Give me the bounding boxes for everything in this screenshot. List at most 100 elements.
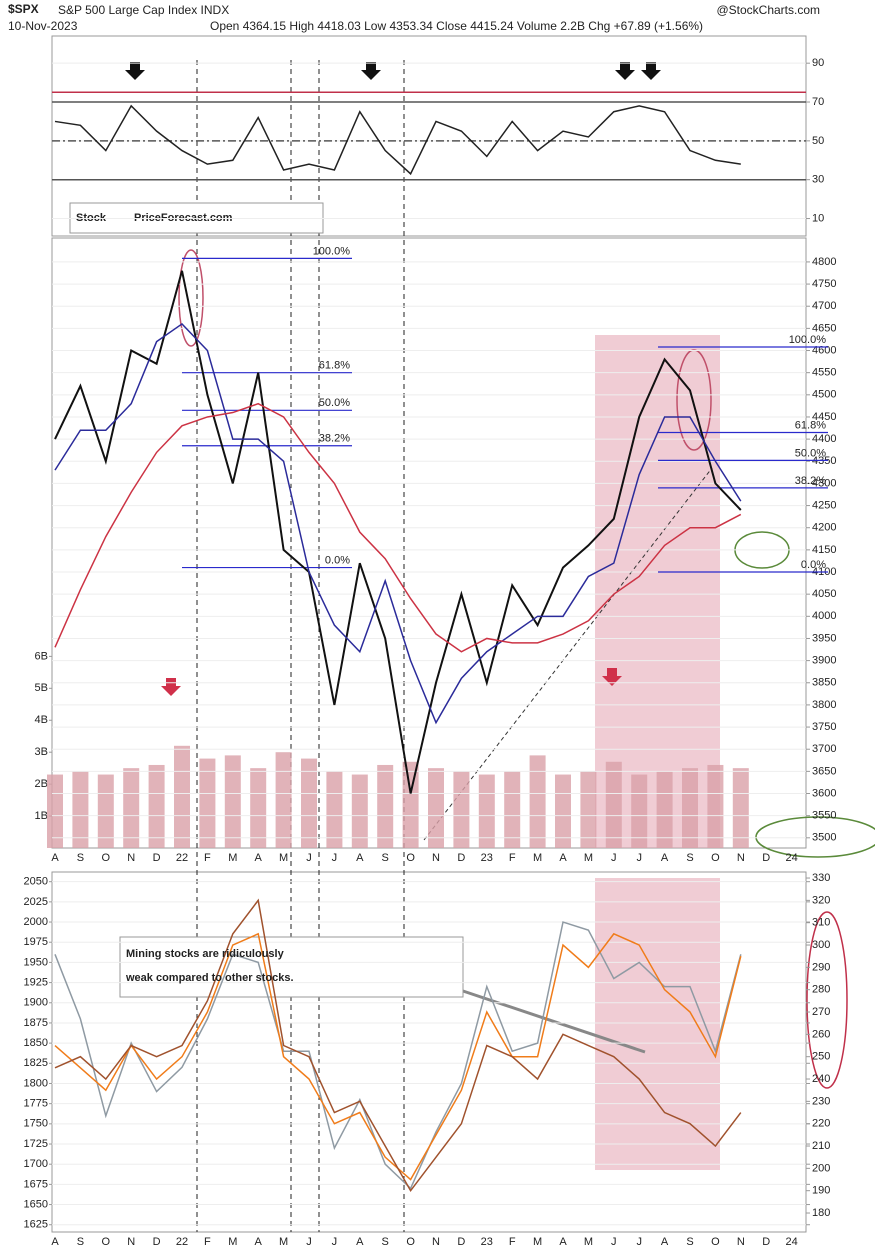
- volume-bar: [402, 761, 419, 848]
- x-tick-label: S: [77, 1236, 84, 1248]
- volume-bar: [529, 755, 546, 848]
- x-tick-label: A: [51, 1236, 59, 1248]
- x-tick-label: O: [406, 852, 415, 864]
- y-tick-label: 4B: [35, 714, 48, 726]
- x-tick-label: M: [279, 852, 288, 864]
- volume-bar: [656, 771, 673, 848]
- x-tick-label: N: [737, 852, 745, 864]
- volume-bar: [275, 752, 292, 848]
- x-tick-label: 22: [176, 1236, 188, 1248]
- volume-bar: [174, 745, 190, 848]
- x-tick-label: F: [204, 1236, 211, 1248]
- x-tick-label: N: [127, 1236, 135, 1248]
- y-tick-label: 3800: [812, 699, 836, 711]
- logo-part: PriceForecast.com: [134, 212, 233, 224]
- y-tick-label: 5B: [35, 682, 48, 694]
- y-tick-label: 2025: [24, 896, 48, 908]
- x-tick-label: J: [306, 852, 312, 864]
- y-tick-label: 3650: [812, 765, 836, 777]
- vertical-markers: [196, 60, 405, 1232]
- x-tick-label: D: [762, 852, 770, 864]
- x-tick-label: O: [406, 1236, 415, 1248]
- x-tick-label: M: [228, 1236, 237, 1248]
- volume-bar: [123, 768, 140, 848]
- x-tick-label: A: [51, 852, 59, 864]
- y-tick-label: 1775: [24, 1098, 48, 1110]
- x-tick-label: D: [762, 1236, 770, 1248]
- logo-part: Stock: [76, 212, 107, 224]
- y-tick-label: 4450: [812, 411, 836, 423]
- volume-bar: [555, 774, 571, 848]
- y-tick-label: 90: [812, 57, 824, 69]
- y-tick-label: 320: [812, 894, 830, 906]
- y-tick-label: 1875: [24, 1017, 48, 1029]
- volume-bar: [351, 774, 368, 848]
- volume-bar: [504, 771, 521, 848]
- x-tick-label: F: [204, 852, 211, 864]
- x-tick-label: S: [77, 852, 84, 864]
- y-tick-label: 4550: [812, 367, 836, 379]
- x-tick-label: 23: [481, 852, 493, 864]
- y-tick-label: 1725: [24, 1138, 48, 1150]
- volume-bar: [72, 771, 89, 848]
- x-tick-label: J: [636, 852, 642, 864]
- fib-label: 61.8%: [319, 360, 350, 372]
- y-tick-label: 220: [812, 1118, 830, 1130]
- y-tick-label: 210: [812, 1140, 830, 1152]
- y-tick-label: 1825: [24, 1057, 48, 1069]
- y-tick-label: 4000: [812, 610, 836, 622]
- y-tick-label: 3950: [812, 632, 836, 644]
- x-tick-label: 24: [785, 1236, 797, 1248]
- x-tick-label: D: [457, 852, 465, 864]
- y-tick-label: 3500: [812, 832, 836, 844]
- arrows: [125, 62, 661, 80]
- volume-bar: [224, 755, 241, 848]
- y-tick-label: 3B: [35, 746, 48, 758]
- y-tick-label: 300: [812, 939, 830, 951]
- x-tick-label: A: [559, 1236, 567, 1248]
- y-tick-label: 2B: [35, 778, 48, 790]
- volume-bar: [453, 771, 470, 848]
- rsi-frame: [51, 35, 807, 237]
- y-tick-label: 1900: [24, 997, 48, 1009]
- highlight: [595, 878, 720, 1170]
- x-tick-label: M: [584, 852, 593, 864]
- y-tick-label: 1850: [24, 1037, 48, 1049]
- x-tick-label: A: [559, 852, 567, 864]
- x-tick-label: A: [356, 1236, 364, 1248]
- x-tick-label: A: [356, 852, 364, 864]
- x-tick-label: N: [127, 852, 135, 864]
- volume-bar: [682, 768, 698, 848]
- ratio-frame: [51, 871, 807, 1233]
- y-tick-label: 260: [812, 1028, 830, 1040]
- fib-label: 100.0%: [313, 245, 351, 257]
- volume-bar: [97, 774, 114, 848]
- series-line: [54, 402, 742, 653]
- quote: Open 4364.15 High 4418.03 Low 4353.34 Cl…: [210, 19, 703, 33]
- x-tick-label: J: [636, 1236, 642, 1248]
- series-line: [54, 104, 741, 176]
- x-tick-label: M: [584, 1236, 593, 1248]
- y-tick-label: 70: [812, 96, 824, 108]
- logo-box: [69, 202, 324, 234]
- y-tick-label: 4250: [812, 499, 836, 511]
- volume-bar: [377, 764, 394, 848]
- x-tick-label: N: [432, 1236, 440, 1248]
- x-tick-label: S: [382, 1236, 389, 1248]
- volume-bar: [631, 774, 648, 848]
- volume-bar: [199, 758, 216, 848]
- volume-bar: [148, 764, 165, 848]
- volume-bar: [707, 764, 724, 848]
- fib-label: 50.0%: [795, 447, 826, 459]
- x-tick-label: A: [661, 1236, 669, 1248]
- y-tick-label: 4050: [812, 588, 836, 600]
- y-tick-label: 230: [812, 1095, 830, 1107]
- index-name: S&P 500 Large Cap Index INDX: [58, 3, 229, 17]
- y-tick-label: 10: [812, 212, 824, 224]
- y-tick-label: 3550: [812, 810, 836, 822]
- date: 10-Nov-2023: [8, 19, 78, 33]
- source: @StockCharts.com: [716, 3, 820, 17]
- y-tick-label: 30: [812, 174, 824, 186]
- y-tick-label: 2050: [24, 876, 48, 888]
